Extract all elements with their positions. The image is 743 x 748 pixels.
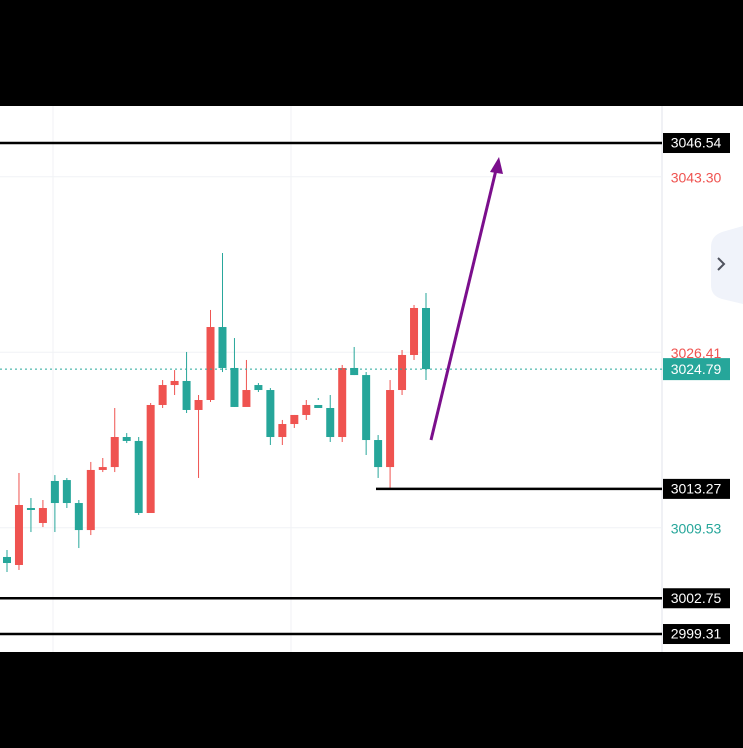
- candle-body: [50, 480, 59, 504]
- candle-body: [230, 367, 239, 407]
- candle-body: [398, 354, 407, 391]
- candle-body: [206, 327, 215, 400]
- price-label: 3026.41: [671, 345, 722, 361]
- candle-body: [374, 440, 383, 468]
- candle-body: [422, 307, 430, 370]
- candle-body: [410, 307, 419, 355]
- candle-body: [290, 414, 299, 425]
- candle-body: [278, 424, 287, 438]
- price-label: 3043.30: [671, 169, 722, 185]
- candle-body: [326, 408, 335, 438]
- level-label-bg: [663, 133, 730, 154]
- candle-body: [170, 380, 179, 386]
- candle-body: [62, 480, 71, 504]
- candle-body: [362, 375, 371, 441]
- arrow-head: [490, 157, 503, 174]
- candle-body: [26, 508, 35, 510]
- candle-body: [314, 404, 323, 409]
- candle-body: [182, 380, 191, 410]
- candle-body: [218, 327, 227, 368]
- candle-body: [302, 404, 311, 415]
- chart-area: [0, 106, 743, 652]
- candle-body: [122, 437, 131, 441]
- candle-body: [386, 390, 395, 468]
- candle-body: [350, 367, 359, 376]
- candle-body: [86, 469, 95, 531]
- level-label-bg: [663, 588, 730, 609]
- last-price-bg: [663, 358, 730, 381]
- level-label: 3046.54: [671, 135, 722, 151]
- candle-body: [74, 503, 83, 531]
- candle-body: [14, 505, 23, 565]
- price-label: 3009.53: [671, 520, 722, 536]
- candle-body: [194, 400, 203, 410]
- candle-body: [158, 385, 167, 405]
- level-label-bg: [663, 478, 730, 499]
- candle-body: [134, 440, 143, 514]
- level-label: 2999.31: [671, 626, 722, 642]
- candle-body: [254, 385, 263, 391]
- candle-body: [110, 437, 119, 468]
- candle-body: [38, 508, 47, 523]
- candle-body: [146, 404, 155, 514]
- level-label: 3002.75: [671, 590, 722, 606]
- level-label-bg: [663, 624, 730, 645]
- candle-body: [266, 390, 275, 438]
- scroll-button-bg[interactable]: [711, 226, 743, 304]
- candle-body: [338, 367, 347, 438]
- candle-body: [242, 390, 251, 407]
- candle-body: [3, 556, 11, 564]
- last-price-label: 3024.79: [671, 361, 722, 377]
- scroll-button[interactable]: [711, 226, 743, 304]
- trend-arrow: [429, 157, 503, 441]
- arrow-shaft: [429, 169, 498, 441]
- candle-body: [98, 467, 107, 470]
- chevron-icon[interactable]: [717, 257, 726, 271]
- level-label: 3013.27: [671, 481, 722, 497]
